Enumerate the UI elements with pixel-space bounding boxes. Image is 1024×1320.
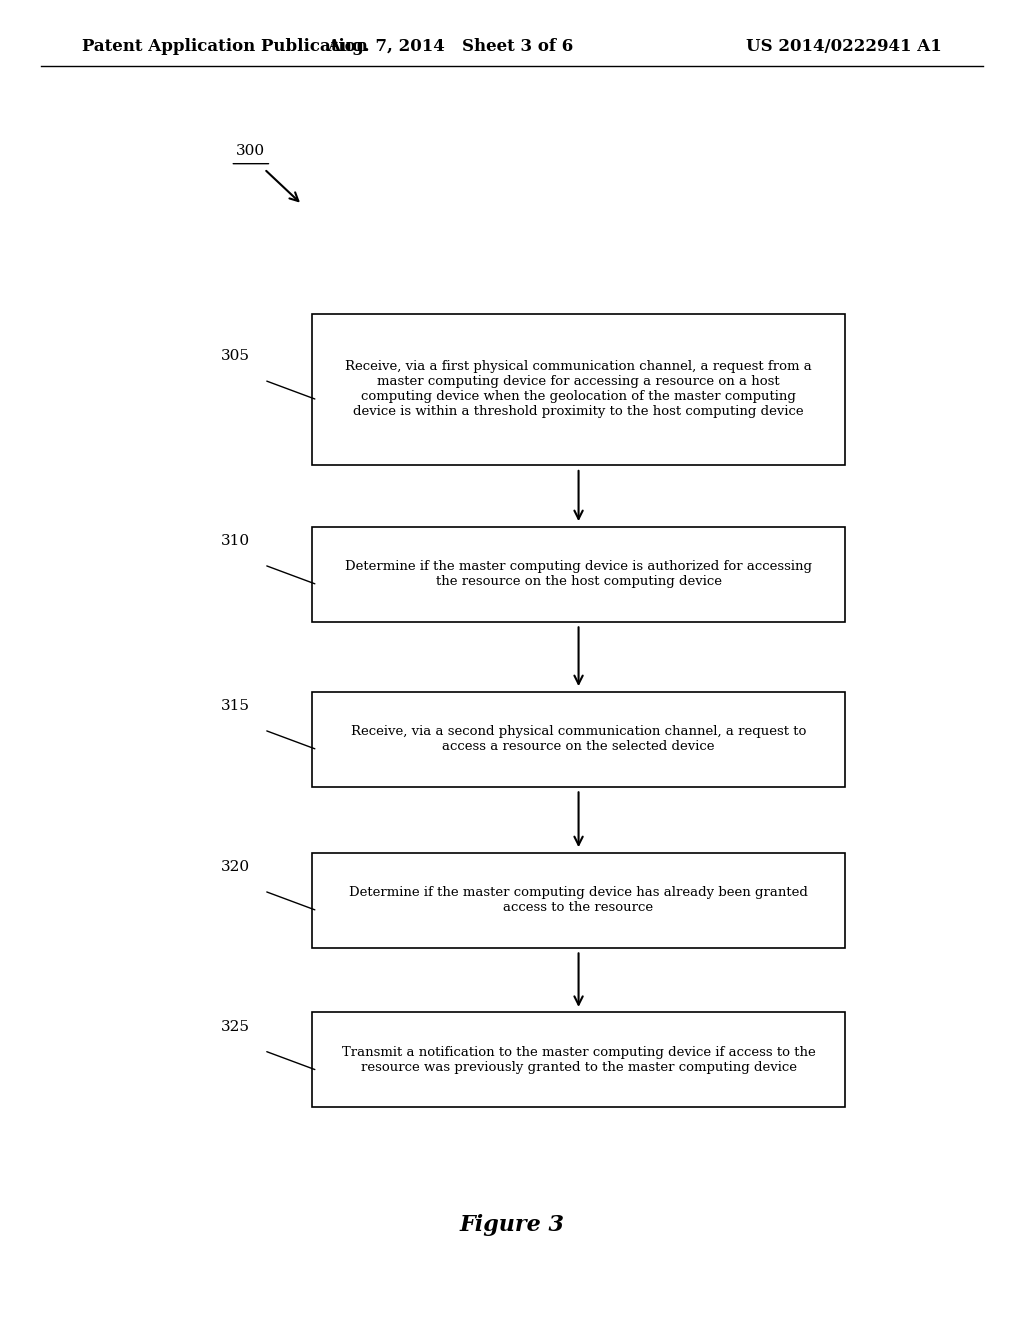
Text: US 2014/0222941 A1: US 2014/0222941 A1 [746, 38, 942, 54]
Text: Patent Application Publication: Patent Application Publication [82, 38, 368, 54]
FancyBboxPatch shape [312, 527, 845, 622]
FancyBboxPatch shape [312, 1012, 845, 1107]
Text: Aug. 7, 2014   Sheet 3 of 6: Aug. 7, 2014 Sheet 3 of 6 [328, 38, 573, 54]
Text: Receive, via a second physical communication channel, a request to
access a reso: Receive, via a second physical communica… [351, 725, 806, 754]
Text: Figure 3: Figure 3 [460, 1214, 564, 1236]
Text: 300: 300 [237, 144, 265, 158]
Text: Determine if the master computing device has already been granted
access to the : Determine if the master computing device… [349, 886, 808, 915]
Text: Determine if the master computing device is authorized for accessing
the resourc: Determine if the master computing device… [345, 560, 812, 589]
Text: Transmit a notification to the master computing device if access to the
resource: Transmit a notification to the master co… [342, 1045, 815, 1074]
FancyBboxPatch shape [312, 314, 845, 466]
Text: Receive, via a first physical communication channel, a request from a
master com: Receive, via a first physical communicat… [345, 360, 812, 418]
Text: 320: 320 [221, 861, 250, 874]
Text: 315: 315 [221, 700, 250, 713]
FancyBboxPatch shape [312, 853, 845, 948]
FancyBboxPatch shape [312, 692, 845, 787]
Text: 325: 325 [221, 1020, 250, 1034]
Text: 310: 310 [221, 535, 250, 548]
Text: 305: 305 [221, 350, 250, 363]
